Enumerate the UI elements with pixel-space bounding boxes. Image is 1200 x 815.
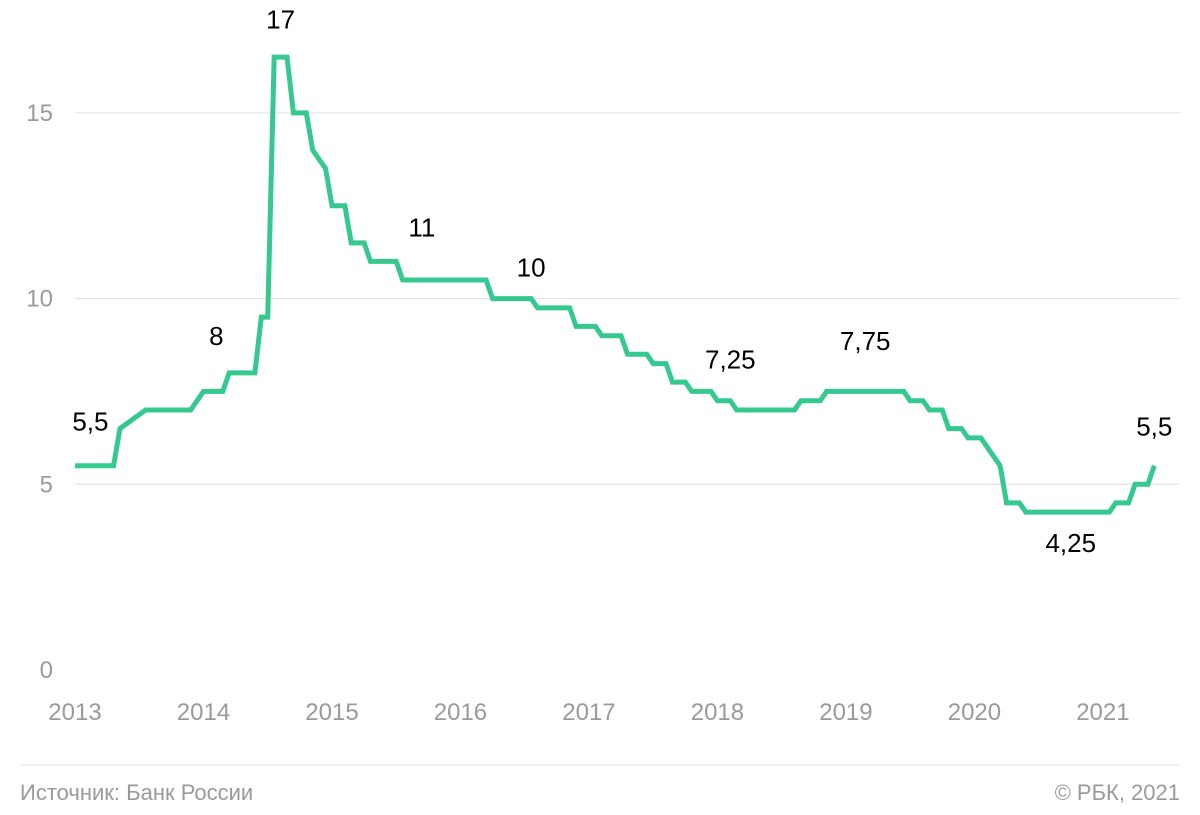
data-label: 7,75	[840, 326, 891, 356]
y-tick-label: 0	[40, 657, 53, 684]
data-label: 5,5	[72, 407, 108, 437]
x-tick-label: 2018	[691, 699, 744, 726]
data-label: 7,25	[705, 345, 756, 375]
y-tick-label: 15	[26, 100, 53, 127]
data-label: 5,5	[1136, 412, 1172, 442]
x-tick-label: 2014	[177, 699, 230, 726]
rate-series-line	[75, 57, 1154, 512]
x-tick-label: 2016	[434, 699, 487, 726]
data-label: 8	[209, 321, 223, 351]
copyright-label: © РБК, 2021	[1055, 780, 1180, 805]
x-tick-label: 2021	[1076, 699, 1129, 726]
data-label: 17	[266, 5, 295, 35]
x-tick-label: 2020	[948, 699, 1001, 726]
x-tick-label: 2019	[819, 699, 872, 726]
data-label: 10	[517, 253, 546, 283]
chart-container: 0 5 10 15 2013 2014 2015 2016 2017 2018 2019 2020 20…	[0, 0, 1200, 815]
line-chart: 0 5 10 15 2013 2014 2015 2016 2017 2018 2019 2020 20…	[0, 0, 1200, 815]
x-tick-label: 2015	[305, 699, 358, 726]
y-tick-label: 5	[40, 471, 53, 498]
x-tick-label: 2013	[48, 699, 101, 726]
y-tick-label: 10	[26, 286, 53, 313]
source-label: Источник: Банк России	[20, 780, 253, 805]
data-label: 4,25	[1045, 528, 1096, 558]
x-tick-label: 2017	[562, 699, 615, 726]
data-label: 11	[408, 212, 435, 242]
